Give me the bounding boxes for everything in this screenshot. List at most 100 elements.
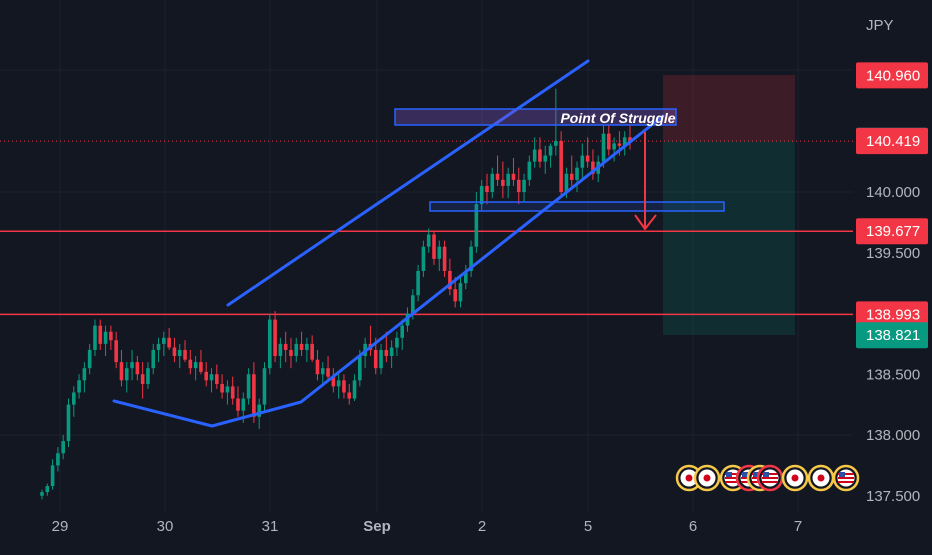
candle-34 <box>220 374 224 399</box>
stop-loss-zone <box>663 75 795 142</box>
candle-65 <box>384 331 389 363</box>
event-icon-8 <box>832 464 860 492</box>
candle-32 <box>209 368 214 393</box>
flag-us-stripe-8-1 <box>838 477 854 479</box>
candle-11 <box>98 319 103 350</box>
candle-17 <box>130 349 134 381</box>
candle-30 <box>199 349 203 375</box>
candle-33 <box>215 364 219 389</box>
candle-body-98 <box>559 140 563 192</box>
candle-body-23 <box>162 337 166 344</box>
candle-52 <box>315 349 320 381</box>
candle-body-95 <box>543 155 548 162</box>
flag-us-canton-2 <box>726 472 732 477</box>
candle-67 <box>395 331 399 357</box>
candle-body-12 <box>103 331 108 344</box>
price-tag-bg-2 <box>856 128 928 155</box>
candle-body-92 <box>527 161 532 180</box>
candle-73 <box>426 228 431 253</box>
take-profit-zone <box>663 141 795 335</box>
candle-body-43 <box>267 319 272 369</box>
candle-26 <box>177 343 182 369</box>
candle-body-84 <box>485 185 489 192</box>
candle-87 <box>501 161 505 199</box>
flag-us-stripe-8-0 <box>838 473 854 475</box>
candle-body-75 <box>437 246 442 259</box>
candle-body-32 <box>209 374 214 381</box>
candle-body-42 <box>262 368 267 405</box>
candle-71 <box>416 264 420 302</box>
candle-55 <box>331 368 336 393</box>
flag-us-canton-5 <box>763 472 769 477</box>
trade-zones <box>663 75 795 335</box>
candle-body-1 <box>45 486 50 493</box>
flag-us-stripe-2-2 <box>725 481 741 483</box>
candle-body-86 <box>495 173 500 180</box>
candle-18 <box>135 356 140 381</box>
price-axis[interactable]: 140.000 139.500 138.500 138.000 137.500 140.9… <box>856 62 928 505</box>
candle-85 <box>490 167 495 199</box>
candle-29 <box>193 356 198 381</box>
drawings: Point Of Struggle <box>112 59 725 428</box>
candle-body-73 <box>426 234 431 247</box>
candle-body-100 <box>569 173 574 180</box>
candle-12 <box>103 325 108 357</box>
price-tag-3: 139.677 <box>856 218 928 245</box>
candle-body-107 <box>607 133 611 150</box>
candle-110 <box>622 131 627 156</box>
candle-53 <box>320 362 325 387</box>
price-tick-label-1: 139.500 <box>866 245 920 262</box>
candle-body-0 <box>40 492 44 496</box>
time-tick-label-5: 5 <box>584 518 592 535</box>
candle-79 <box>458 277 463 308</box>
candle-31 <box>204 362 209 387</box>
candle-64 <box>379 343 383 375</box>
candle-body-11 <box>98 325 103 344</box>
candle-body-9 <box>87 349 92 369</box>
candle-body-52 <box>315 359 320 375</box>
price-tag-5: 138.821 <box>856 322 928 349</box>
candle-body-111 <box>628 137 632 141</box>
candle-68 <box>400 319 405 350</box>
candle-78 <box>453 277 457 308</box>
candle-101 <box>575 161 579 192</box>
candle-103 <box>585 137 590 168</box>
candle-4 <box>61 435 65 460</box>
candle-body-30 <box>199 362 203 372</box>
candle-body-25 <box>172 347 177 357</box>
candle-body-13 <box>109 331 113 341</box>
candle-body-29 <box>193 362 198 369</box>
event-icon-7 <box>807 464 835 492</box>
time-tick-label-7: 7 <box>794 518 802 535</box>
candle-body-19 <box>140 374 145 384</box>
candle-body-68 <box>400 325 405 338</box>
candle-5 <box>66 398 71 448</box>
candle-body-96 <box>548 145 553 156</box>
candle-body-87 <box>501 179 505 186</box>
candle-25 <box>172 337 177 363</box>
price-tag-label-3: 139.677 <box>866 223 920 240</box>
candle-body-20 <box>146 368 150 384</box>
candle-106 <box>601 125 606 168</box>
flag-us-stripe-5-2 <box>762 481 778 483</box>
candle-86 <box>495 155 500 186</box>
candle-44 <box>273 311 277 363</box>
candle-40 <box>252 362 256 423</box>
time-axis[interactable]: 29 30 31 Sep 2 5 6 7 <box>52 518 803 535</box>
flag-jp-dot-7 <box>817 474 825 482</box>
candle-body-99 <box>564 173 569 192</box>
candle-3 <box>56 447 60 472</box>
candle-37 <box>236 386 240 417</box>
price-tick-label-0: 140.000 <box>866 184 920 201</box>
candle-35 <box>225 380 230 405</box>
candle-body-81 <box>469 246 473 271</box>
candle-83 <box>479 179 484 211</box>
candle-108 <box>612 137 616 162</box>
candle-body-97 <box>554 140 558 146</box>
candle-body-16 <box>124 368 129 381</box>
currency-label: JPY <box>866 17 894 34</box>
candle-body-33 <box>215 374 219 384</box>
annotation-text: Point Of Struggle <box>560 110 675 126</box>
